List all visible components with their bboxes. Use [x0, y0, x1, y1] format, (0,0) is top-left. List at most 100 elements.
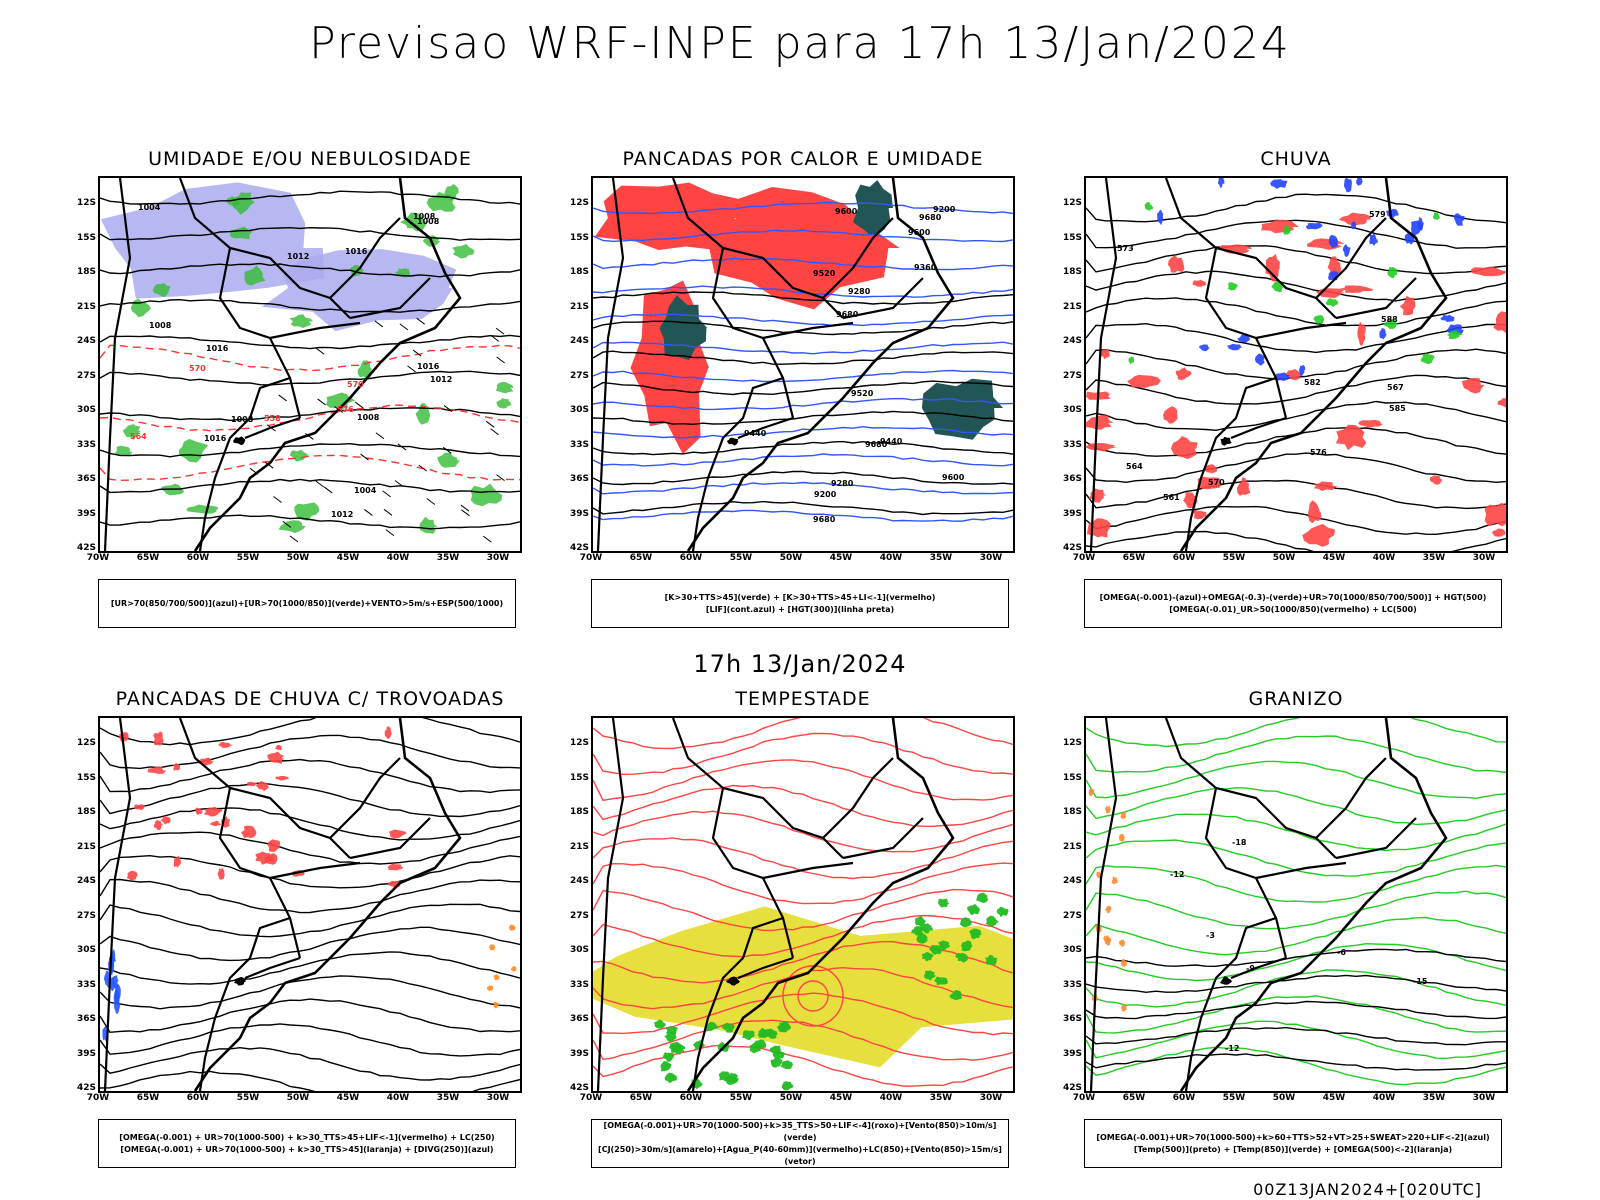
- country-border: [842, 277, 924, 320]
- humidity-1000-850-area: [452, 243, 476, 259]
- lon-tick-label: 30W: [1472, 553, 1496, 563]
- lifted-index-contour: [593, 202, 1013, 215]
- lat-tick-label: 30S: [569, 405, 589, 415]
- map-area[interactable]: -6 -12 -12 -15 -18 -9 -3: [1084, 716, 1508, 1093]
- lat-tick-label: 30S: [1062, 405, 1082, 415]
- temp500-contour: [1086, 1000, 1506, 1020]
- lat-tick-label: 39S: [1062, 508, 1082, 519]
- lc850-streamline: [593, 732, 1013, 776]
- wind-vector: [482, 535, 492, 543]
- humidity-1000-850-area: [470, 483, 503, 507]
- country-border: [1204, 247, 1288, 419]
- coastline: [1179, 178, 1448, 551]
- lon-tick-label: 65W: [136, 553, 160, 563]
- contour-value-label: 9680: [919, 213, 942, 222]
- storm-area-orange: [488, 944, 495, 951]
- wind-850-area-green: [669, 1043, 682, 1053]
- rain-area-green: [1383, 318, 1400, 329]
- lc850-streamline: [593, 810, 1013, 853]
- cyclone-contour: [797, 980, 829, 1012]
- omega-area-orange: [1104, 905, 1112, 914]
- streamline-250: [100, 903, 520, 938]
- wind-850-area-green: [718, 1071, 731, 1082]
- pressure-isobar: [100, 370, 520, 386]
- lat-tick-label: 18S: [1062, 807, 1082, 817]
- wind-850-area-green: [662, 1052, 675, 1062]
- humidity-1000-850-area: [186, 504, 218, 514]
- lon-tick-label: 55W: [1222, 1093, 1246, 1103]
- wind-850-area-green: [772, 1051, 786, 1060]
- contour-value-label: -12: [1225, 1044, 1239, 1053]
- lon-tick-label: 60W: [1172, 1093, 1196, 1103]
- rain-area-blue: [1440, 314, 1455, 322]
- contour-value-label: 1012: [331, 510, 353, 519]
- country-border: [737, 956, 794, 980]
- unstable-area-red: [709, 187, 900, 310]
- wind-850-area-green: [770, 1057, 784, 1068]
- rain-area-blue: [1254, 353, 1265, 366]
- streamline-250: [100, 998, 520, 1034]
- wind-850-area-green: [949, 990, 963, 1001]
- lat-tick-label: 21S: [569, 301, 589, 312]
- wind-850-area-green: [921, 923, 934, 934]
- temp850-contour: [1086, 916, 1506, 956]
- temp850-contour: [1086, 890, 1506, 930]
- lon-tick-label: 65W: [1122, 553, 1146, 563]
- contour-value-label: 9600: [908, 228, 931, 237]
- map-area[interactable]: 1008 1008 1008 1008 1012 1016 1016 1012 1008 1004…: [98, 176, 522, 553]
- rain-area-green: [1283, 224, 1292, 235]
- rain-area-red: [1197, 476, 1223, 490]
- rain-area-red: [1127, 374, 1162, 388]
- contour-value-label: -15: [1413, 977, 1428, 986]
- country-border: [1204, 787, 1288, 959]
- lat-tick-label: 33S: [569, 439, 589, 450]
- lon-tick-label: 35W: [1422, 553, 1446, 563]
- omega-area-orange: [1105, 937, 1112, 947]
- storm-area-red: [119, 732, 129, 743]
- hgt300-contour: [593, 410, 1013, 426]
- wind-vector: [289, 535, 299, 543]
- rain-area-blue: [1199, 344, 1210, 352]
- lat-tick-label: 21S: [569, 841, 589, 852]
- map-canvas: -6 -12 -12 -15 -18 -9 -3: [1086, 718, 1506, 1091]
- lat-tick-label: 39S: [569, 1048, 589, 1059]
- map-area[interactable]: 585 582 579 576 573 570 567 564 561 588: [1084, 176, 1508, 553]
- lon-tick-label: 45W: [1322, 1093, 1346, 1103]
- contour-value-label: 576: [337, 405, 354, 414]
- lat-tick-label: 24S: [1062, 876, 1082, 886]
- storm-area-orange: [493, 1001, 500, 1009]
- map-area[interactable]: [98, 716, 522, 1093]
- contour-value-label: 564: [1126, 462, 1143, 471]
- map-area[interactable]: [591, 716, 1015, 1093]
- storm-area-red: [267, 751, 284, 764]
- omega-area-orange: [1121, 958, 1128, 968]
- rain-area-red: [1192, 510, 1207, 520]
- lat-tick-label: 36S: [569, 474, 589, 484]
- country-border: [691, 376, 784, 551]
- contour-value-label: -6: [1337, 948, 1346, 957]
- rain-area-red: [1170, 436, 1198, 460]
- lon-tick-label: 60W: [679, 1093, 703, 1103]
- country-border: [762, 321, 854, 340]
- divergence-area-blue: [112, 975, 119, 991]
- wind-vector: [317, 398, 326, 406]
- storm-area-red: [217, 867, 225, 880]
- storm-area-red: [147, 766, 167, 774]
- map-canvas: [100, 718, 520, 1091]
- hgt300-contour: [593, 380, 1013, 396]
- lat-tick-label: 15S: [76, 232, 96, 243]
- lat-tick-label: 27S: [569, 370, 589, 381]
- lat-tick-label: 24S: [569, 876, 589, 886]
- lat-tick-label: 21S: [1062, 301, 1082, 312]
- omega-area-orange: [1111, 876, 1119, 885]
- rain-area-blue: [1217, 178, 1225, 188]
- storm-area-red: [203, 806, 223, 817]
- lon-tick-label: 60W: [186, 553, 210, 563]
- lake-shape: [725, 976, 740, 986]
- contour-value-label: 9600: [835, 207, 858, 216]
- temp850-contour: [1086, 995, 1506, 1034]
- rain-area-blue: [1328, 234, 1339, 248]
- lifted-index-contour: [593, 229, 1013, 243]
- map-area[interactable]: 9600 9680 9680 9680 9680 9600 9520 9520 9440 9440…: [591, 176, 1015, 553]
- pressure-isobar: [100, 334, 520, 350]
